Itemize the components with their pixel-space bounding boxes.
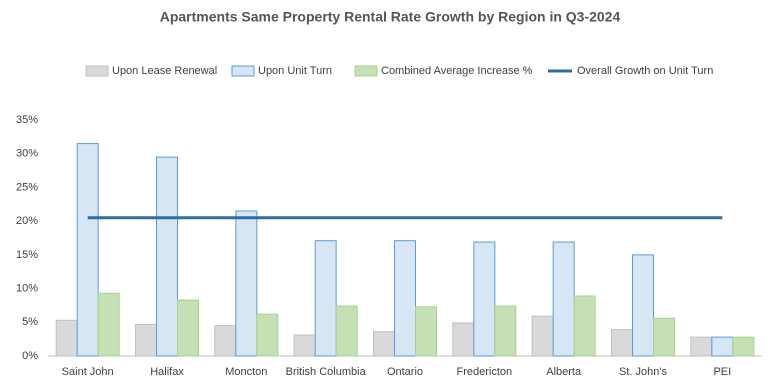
bar xyxy=(214,325,237,357)
bar xyxy=(611,329,633,357)
y-tick-label: 25% xyxy=(16,181,38,193)
bar xyxy=(690,336,713,357)
chart-title: Apartments Same Property Rental Rate Gro… xyxy=(160,9,621,25)
bar xyxy=(531,315,554,357)
legend-label: Upon Lease Renewal xyxy=(112,65,217,77)
x-tick-label: Moncton xyxy=(225,366,267,378)
bar xyxy=(394,240,416,357)
bar xyxy=(415,306,437,357)
bar xyxy=(256,313,279,357)
bar xyxy=(494,305,517,357)
x-tick-label: St. John's xyxy=(619,366,667,378)
x-tick-label: PEI xyxy=(713,366,731,378)
legend-label: Upon Unit Turn xyxy=(258,65,332,77)
bar xyxy=(473,241,496,357)
bar xyxy=(373,331,395,357)
bar xyxy=(76,143,99,357)
y-tick-label: 10% xyxy=(16,282,38,294)
bar xyxy=(732,336,755,357)
legend-swatch xyxy=(231,65,255,77)
y-tick-label: 15% xyxy=(16,249,38,261)
bar xyxy=(632,254,654,357)
bar xyxy=(552,241,575,357)
bar xyxy=(573,295,596,357)
bar xyxy=(156,156,178,357)
y-tick-label: 35% xyxy=(16,114,38,126)
bar xyxy=(711,336,734,357)
legend-label: Overall Growth on Unit Turn xyxy=(577,65,713,77)
bar xyxy=(177,299,199,357)
y-tick-label: 30% xyxy=(16,148,38,160)
x-tick-label: Saint John xyxy=(62,366,114,378)
bar xyxy=(135,323,157,357)
bar xyxy=(452,322,475,357)
x-tick-label: Ontario xyxy=(387,366,423,378)
bar xyxy=(235,210,258,357)
y-tick-label: 0% xyxy=(22,350,38,362)
x-tick-label: British Columbia xyxy=(286,366,367,378)
legend-swatch xyxy=(85,65,109,77)
x-tick-label: Halifax xyxy=(150,366,184,378)
x-tick-label: Fredericton xyxy=(457,366,513,378)
legend-swatch xyxy=(354,65,378,77)
bar xyxy=(314,240,337,357)
bar xyxy=(97,292,120,357)
bar xyxy=(335,305,358,357)
y-tick-label: 5% xyxy=(22,316,38,328)
legend-label: Combined Average Increase % xyxy=(381,65,533,77)
bar xyxy=(653,317,675,357)
x-tick-label: Alberta xyxy=(546,366,582,378)
bar xyxy=(55,319,78,357)
bar xyxy=(293,334,316,357)
y-tick-label: 20% xyxy=(16,215,38,227)
